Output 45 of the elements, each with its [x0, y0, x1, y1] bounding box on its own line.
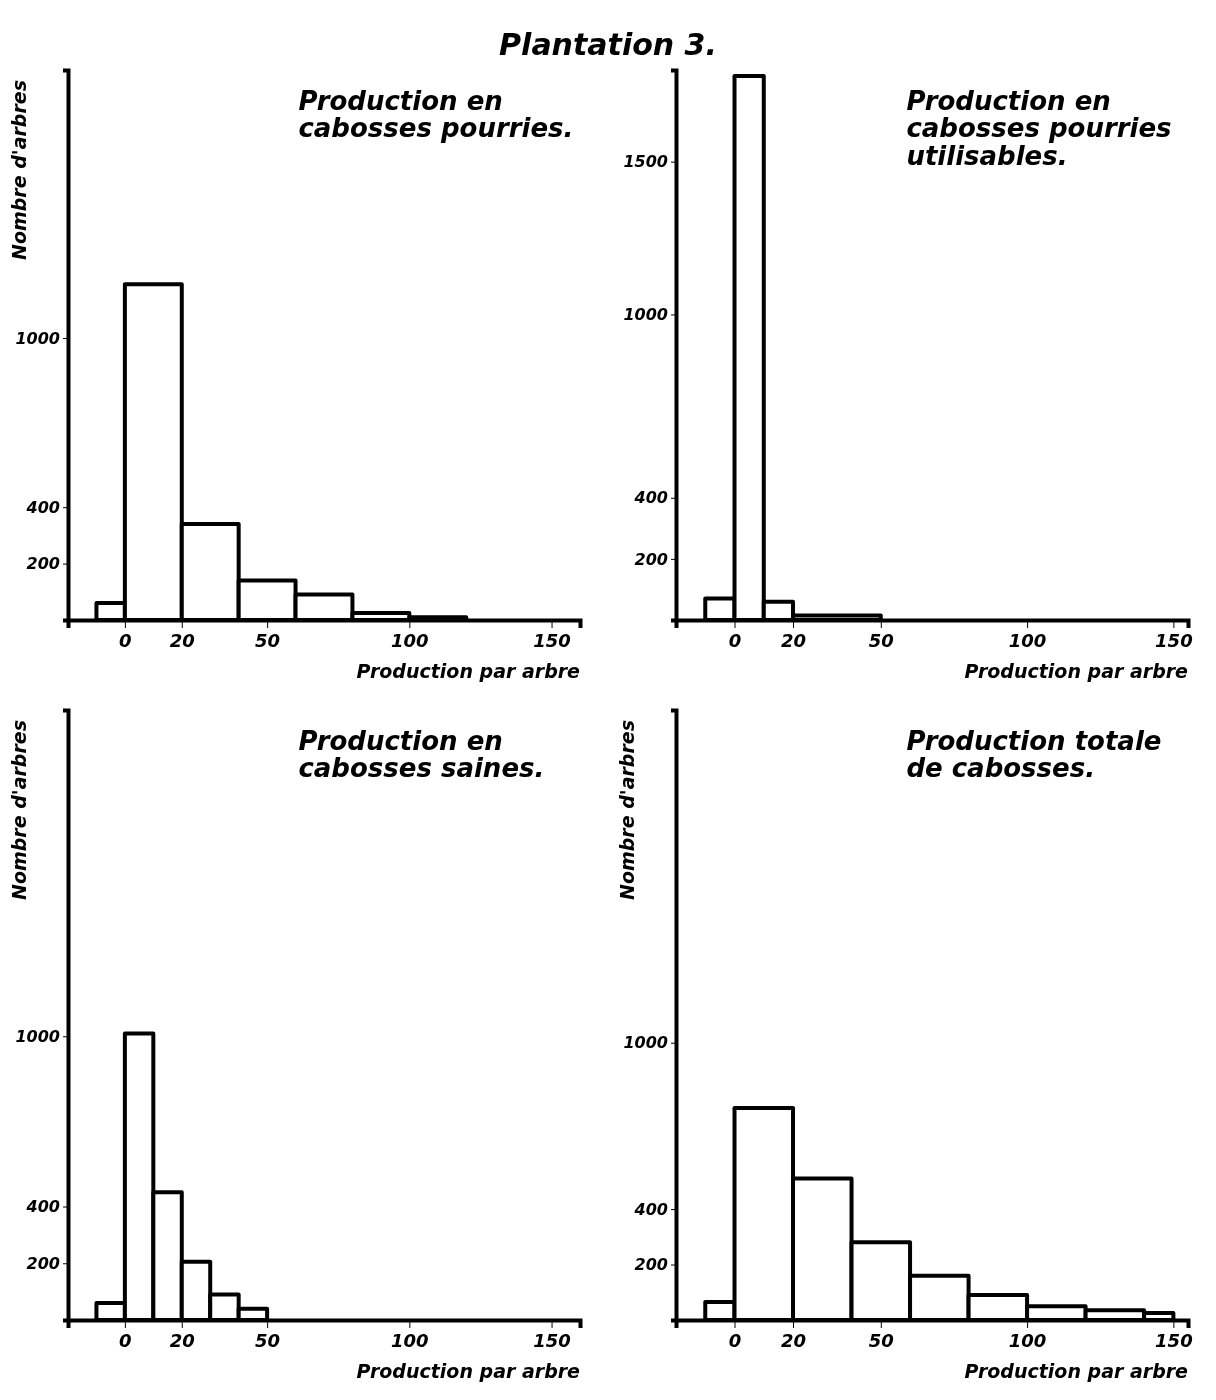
- x-tick-label: 100: [391, 1330, 429, 1352]
- y-axis-title: Nombre d'arbres: [8, 720, 30, 900]
- x-tick-label: 50: [255, 1330, 281, 1352]
- y-axis-title: Nombre d'arbres: [616, 720, 638, 900]
- y-tick-label: 400: [633, 1199, 668, 1219]
- y-tick-label: 1000: [15, 328, 60, 348]
- x-tick-label: 100: [1008, 630, 1047, 652]
- x-tick-label: 50: [255, 630, 281, 652]
- x-axis-title: Production par arbre: [964, 1360, 1189, 1382]
- x-tick-label: 0: [119, 1330, 132, 1352]
- x-tick-label: 0: [728, 1330, 742, 1352]
- y-tick-label: 200: [634, 1255, 668, 1275]
- x-tick-label: 150: [533, 630, 571, 652]
- y-tick-label: 200: [26, 1253, 60, 1273]
- x-tick-label: 20: [169, 630, 195, 652]
- text: Production en cabosses saines.: [298, 726, 545, 784]
- x-tick-label: 100: [1008, 1330, 1047, 1352]
- x-axis-title: Production par arbre: [964, 660, 1189, 682]
- x-tick-label: 150: [1155, 1330, 1193, 1352]
- y-tick-label: 200: [634, 549, 668, 569]
- y-tick-label: 400: [633, 488, 668, 508]
- text: Production en cabosses pourries.: [298, 86, 574, 144]
- y-axis-title: Nombre d'arbres: [8, 80, 30, 260]
- x-tick-label: 100: [391, 630, 429, 652]
- y-tick-label: 1000: [15, 1026, 60, 1046]
- text: Production totale de cabosses.: [906, 726, 1162, 784]
- x-tick-label: 20: [781, 1330, 807, 1352]
- x-tick-label: 20: [781, 630, 807, 652]
- x-axis-title: Production par arbre: [356, 660, 581, 682]
- x-tick-label: 0: [119, 630, 132, 652]
- x-tick-label: 0: [728, 630, 742, 652]
- y-tick-label: 1000: [623, 1033, 668, 1053]
- y-tick-label: 1500: [623, 152, 668, 172]
- x-axis-title: Production par arbre: [356, 1360, 581, 1382]
- x-tick-label: 50: [868, 1330, 894, 1352]
- x-tick-label: 150: [533, 1330, 571, 1352]
- y-tick-label: 400: [25, 497, 60, 517]
- text: Production en cabosses pourries utilisables.: [906, 86, 1172, 171]
- x-tick-label: 150: [1155, 630, 1193, 652]
- y-tick-label: 1000: [623, 305, 668, 325]
- y-tick-label: 200: [26, 554, 60, 574]
- x-tick-label: 50: [868, 630, 894, 652]
- y-tick-label: 400: [25, 1197, 60, 1217]
- x-tick-label: 20: [169, 1330, 195, 1352]
- text: Plantation 3.: [499, 27, 717, 62]
